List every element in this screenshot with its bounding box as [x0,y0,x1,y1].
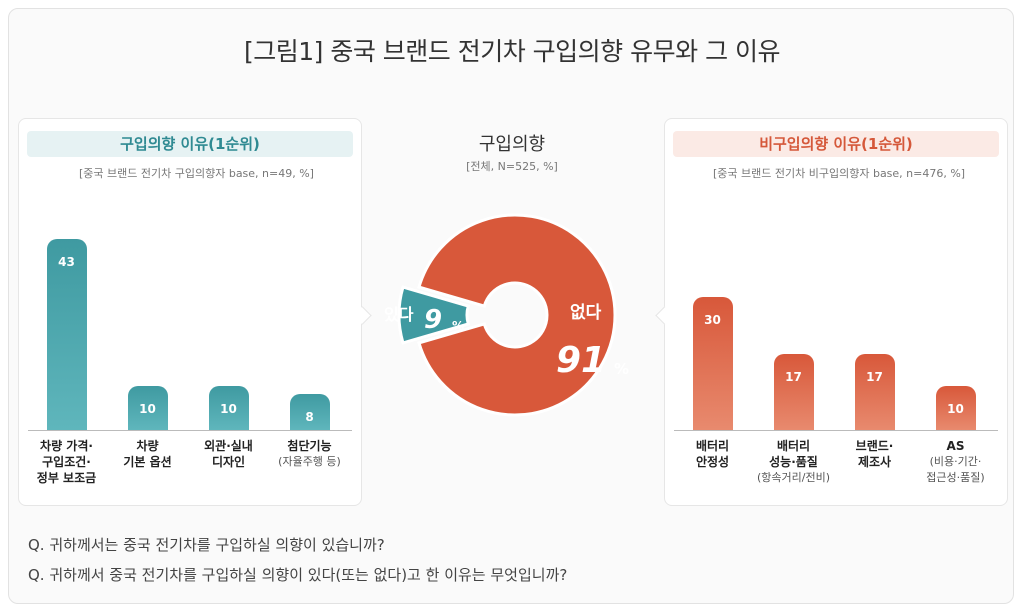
right-category-3: 브랜드· 제조사 [855,439,894,469]
right-category-1: 배터리 안정성 [695,439,730,469]
donut-unit-no: % [614,360,629,378]
question-2: Q. 귀하께서 중국 전기차를 구입하실 의향이 있다(또는 없다)고 한 이유… [28,566,568,584]
left-category-3: 외관·실내 디자인 [204,439,253,469]
left-category-4: 첨단기능 (자율주행 등) [278,439,341,468]
left-bar-value-2: 10 [139,401,156,416]
donut-label-yes: 있다 [384,305,414,324]
donut-value-yes: 9 [424,305,442,335]
right-bar-4: 10 [935,385,976,430]
right-category-2: 배터리 성능·품질 (항속거리/전비) [756,439,830,484]
left-bar-2: 10 [127,385,168,430]
donut-chart: 있다 9 % 없다 91% [384,213,629,417]
survey-questions: Q. 귀하께서는 중국 전기차를 구입하실 의향이 있습니까? Q. 귀하께서 … [28,530,567,590]
right-bar-3: 17 [854,354,895,430]
right-bar-2: 17 [773,354,814,430]
donut-base: [전체, N=525, %] [466,160,558,173]
left-bar-3: 10 [208,385,249,430]
figure-title: [그림1] 중국 브랜드 전기차 구입의향 유무와 그 이유 [243,37,781,66]
donut-title: 구입의향 [478,134,546,155]
left-bar-4: 8 [289,394,330,430]
donut-slice-no [417,213,617,417]
left-panel-base: [중국 브랜드 전기차 구입의향자 base, n=49, %] [79,167,314,180]
left-bar-1: 43 [46,238,87,430]
left-baseline [28,430,352,431]
left-category-2: 차량 기본 옵션 [123,439,172,469]
right-panel-base: [중국 브랜드 전기차 비구입의향자 base, n=476, %] [713,167,966,180]
right-bar-value-3: 17 [866,370,883,385]
right-bar-value-4: 10 [947,401,964,416]
left-bar-value-1: 43 [58,254,75,269]
left-category-1: 차량 가격· 구입조건· 정부 보조금 [36,439,97,485]
left-bar-value-3: 10 [220,401,237,416]
right-baseline [674,430,998,431]
donut-unit-yes: % [452,319,464,333]
right-bar-value-1: 30 [704,312,721,327]
donut-slice-yes [397,285,471,345]
question-1: Q. 귀하께서는 중국 전기차를 구입하실 의향이 있습니까? [28,536,385,554]
right-panel-heading: 비구입의향 이유(1순위) [673,131,999,157]
left-bar-value-4: 8 [305,410,314,425]
left-panel: 구입의향 이유(1순위) [중국 브랜드 전기차 구입의향자 base, n=4… [18,118,372,506]
left-panel-heading: 구입의향 이유(1순위) [27,131,353,157]
donut-value-no: 91 [556,340,606,381]
donut-label-no: 없다 [570,303,602,323]
right-bar-1: 30 [692,296,733,430]
right-bar-value-2: 17 [785,370,802,385]
right-category-4: AS (비용·기간· 접근성·품질) [926,439,985,484]
